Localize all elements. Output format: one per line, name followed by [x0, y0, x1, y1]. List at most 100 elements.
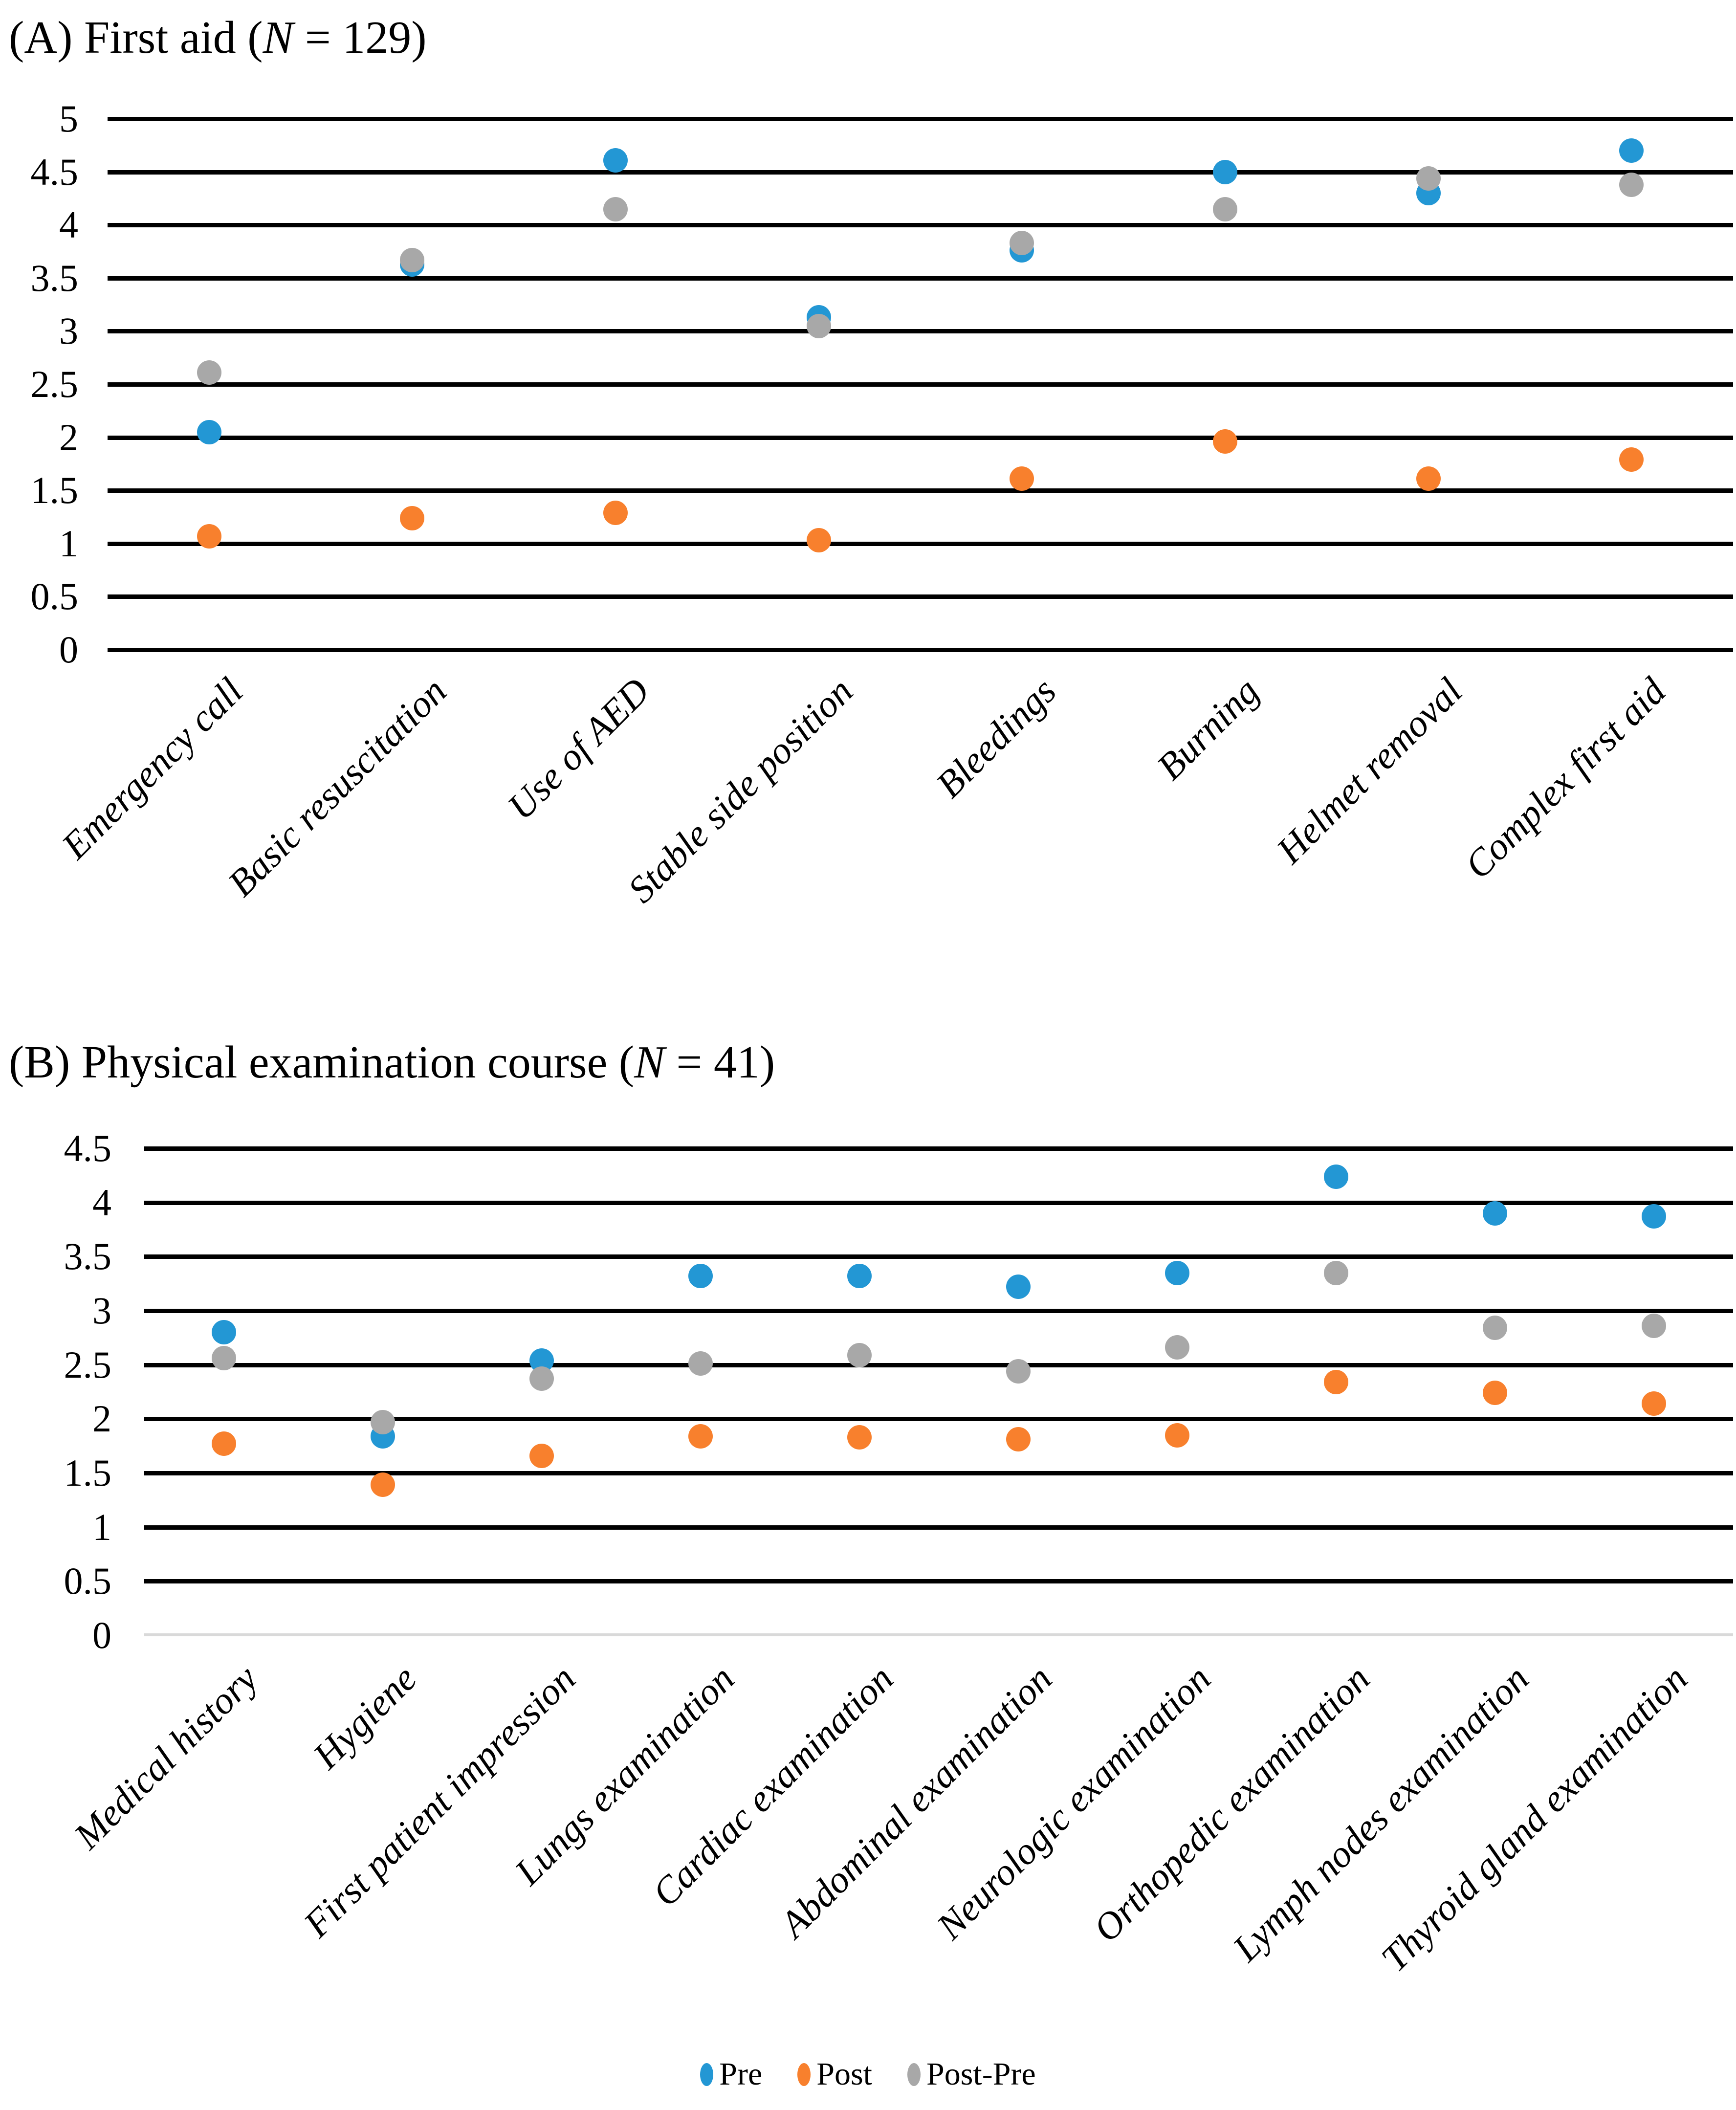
y-axis-tick-label: 3 — [92, 1289, 111, 1332]
post-data-point — [603, 500, 628, 525]
pre-data-point — [197, 419, 221, 444]
legend-item-post: Post — [797, 2057, 872, 2091]
post-pre-data-point — [211, 1346, 236, 1371]
panel-a-title: (A) First aid (N = 129) — [9, 11, 427, 65]
post-pre-data-point — [1416, 166, 1441, 191]
y-axis-tick-label: 1 — [92, 1505, 111, 1548]
post-data-point — [1323, 1370, 1348, 1395]
post-pre-data-point — [1010, 231, 1034, 256]
post-pre-data-point — [603, 197, 628, 221]
gridline — [108, 382, 1733, 387]
pre-marker-icon — [700, 2063, 714, 2086]
x-axis-category-label: Orthopedic examination — [1085, 1657, 1378, 1950]
post-data-point — [400, 506, 425, 530]
post-pre-data-point — [400, 247, 425, 272]
x-axis-category-label: Stable side position — [619, 669, 861, 911]
post-marker-icon — [797, 2063, 811, 2086]
gridline — [144, 1309, 1733, 1313]
pre-data-point — [1323, 1164, 1348, 1189]
legend-label-pre: Pre — [719, 2056, 763, 2092]
post-data-point — [1482, 1381, 1507, 1406]
panel-a-title-prefix: (A) First aid ( — [9, 12, 263, 63]
post-data-point — [1010, 466, 1034, 491]
post-pre-data-point — [1619, 172, 1644, 197]
post-data-point — [1006, 1427, 1031, 1452]
post-pre-data-point — [1323, 1260, 1348, 1285]
legend-item-post-pre: Post-Pre — [907, 2057, 1036, 2091]
gridline — [108, 435, 1733, 440]
legend-item-pre: Pre — [700, 2057, 762, 2091]
gridline — [108, 594, 1733, 599]
y-axis-tick-label: 1.5 — [64, 1451, 112, 1494]
pre-data-point — [847, 1264, 872, 1289]
pre-data-point — [603, 148, 628, 173]
gridline — [144, 1254, 1733, 1259]
gridline — [108, 223, 1733, 228]
gridline — [144, 1363, 1733, 1367]
legend-label-post: Post — [816, 2056, 873, 2092]
panel-b-title: (B) Physical examination course (N = 41) — [9, 1035, 775, 1089]
y-axis-tick-label: 2 — [59, 416, 78, 459]
x-axis-category-label: First patient impression — [295, 1657, 584, 1945]
panel-b-title-suffix: = 41) — [664, 1037, 775, 1088]
y-axis-tick-label: 0 — [59, 628, 78, 671]
post-data-point — [1641, 1391, 1666, 1416]
x-axis-category-label: Complex first aid — [1456, 669, 1673, 887]
gridline — [108, 541, 1733, 546]
panel-b-title-prefix: (B) Physical examination course ( — [9, 1037, 635, 1088]
panel-a-title-n: N — [263, 12, 294, 63]
x-axis-category-label: Hygiene — [305, 1657, 425, 1777]
y-axis-tick-label: 4 — [92, 1181, 111, 1224]
gridline — [108, 329, 1733, 334]
pre-data-point — [1641, 1204, 1666, 1229]
y-axis-tick-label: 3.5 — [30, 256, 79, 299]
gridline — [144, 1579, 1733, 1584]
y-axis-tick-label: 0.5 — [30, 575, 79, 618]
legend: Pre Post Post-Pre — [0, 2047, 1736, 2101]
x-axis-category-label: Helmet removal — [1268, 669, 1471, 872]
y-axis-tick-label: 5 — [59, 97, 78, 140]
x-axis-category-label: Thyroid gland examination — [1373, 1657, 1696, 1980]
gridline — [144, 1417, 1733, 1422]
pre-data-point — [1006, 1275, 1031, 1299]
gridline — [108, 117, 1733, 121]
x-axis-category-label: Use of AED — [499, 669, 658, 828]
post-pre-data-point — [1006, 1359, 1031, 1384]
x-axis-category-label: Burning — [1148, 669, 1267, 788]
pre-data-point — [1165, 1260, 1189, 1285]
x-axis-category-label: Emergency call — [53, 669, 251, 867]
post-pre-data-point — [688, 1351, 713, 1376]
gridline — [108, 276, 1733, 281]
post-data-point — [1619, 447, 1644, 472]
gridline — [108, 170, 1733, 175]
post-data-point — [197, 524, 221, 549]
post-pre-data-point — [847, 1342, 872, 1367]
post-pre-data-point — [529, 1366, 554, 1391]
post-pre-data-point — [1212, 197, 1237, 221]
y-axis-tick-label: 4 — [59, 203, 78, 246]
y-axis-tick-label: 0.5 — [64, 1560, 112, 1603]
post-pre-data-point — [1641, 1313, 1666, 1338]
y-axis-tick-label: 4.5 — [64, 1127, 112, 1169]
post-data-point — [1165, 1423, 1189, 1448]
post-data-point — [806, 528, 831, 553]
post-pre-data-point — [1165, 1335, 1189, 1360]
y-axis-tick-label: 4.5 — [30, 150, 79, 193]
post-data-point — [370, 1473, 395, 1497]
panel-a-title-suffix: = 129) — [293, 12, 427, 63]
post-data-point — [1416, 466, 1441, 491]
pre-data-point — [1619, 138, 1644, 163]
gridline — [108, 488, 1733, 493]
y-axis-tick-label: 3 — [59, 309, 78, 352]
y-axis-tick-label: 0 — [92, 1614, 111, 1656]
y-axis-tick-label: 2.5 — [64, 1343, 112, 1386]
post-pre-marker-icon — [907, 2063, 921, 2086]
y-axis-tick-label: 2 — [92, 1397, 111, 1440]
pre-data-point — [688, 1264, 713, 1289]
legend-label-post-pre: Post-Pre — [926, 2056, 1036, 2092]
x-axis-category-label: Neurologic examination — [928, 1657, 1219, 1948]
post-data-point — [847, 1425, 872, 1450]
gridline — [144, 1146, 1733, 1151]
post-pre-data-point — [806, 313, 831, 338]
